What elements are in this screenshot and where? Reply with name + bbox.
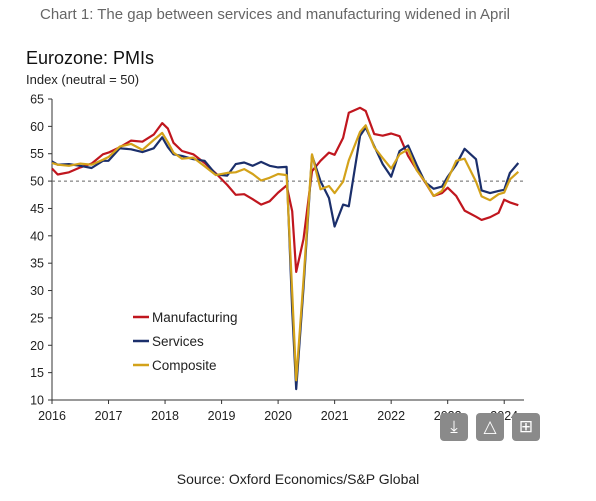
legend-label-composite: Composite	[152, 358, 217, 373]
x-tick-label: 2020	[264, 409, 292, 423]
axes: 10 15 20 25 30 35 40 45 50 55 60 65 2016 2017 2018 2019…	[30, 93, 524, 423]
add-to-drive-icon: △	[483, 417, 497, 436]
x-tick-label: 2017	[95, 409, 123, 423]
series-layer	[51, 106, 520, 391]
y-tick-label: 65	[30, 93, 44, 107]
legend: Manufacturing Services Composite	[133, 310, 238, 373]
y-tick-label: 20	[30, 339, 44, 353]
add-box-icon: ⊞	[518, 417, 534, 436]
add-to-drive-button[interactable]: △	[476, 413, 504, 441]
chart-caption: Chart 1: The gap between services and ma…	[40, 6, 511, 23]
x-tick-label: 2019	[208, 409, 236, 423]
y-tick-label: 60	[30, 120, 44, 134]
y-tick-label: 35	[30, 257, 44, 271]
x-tick-label: 2016	[38, 409, 66, 423]
y-tick-label: 40	[30, 229, 44, 243]
legend-label-manufacturing: Manufacturing	[152, 310, 238, 325]
expand-button[interactable]: ⊞	[512, 413, 540, 441]
y-tick-label: 45	[30, 202, 44, 216]
y-axis-label: Index (neutral = 50)	[26, 72, 140, 87]
x-tick-label: 2018	[151, 409, 179, 423]
y-tick-label: 15	[30, 366, 44, 380]
series-line-services	[51, 126, 520, 391]
download-icon: ⤓	[450, 417, 458, 436]
series-line-composite	[51, 124, 520, 382]
y-tick-label: 25	[30, 311, 44, 325]
y-tick-label: 50	[30, 175, 44, 189]
y-tick-label: 55	[30, 147, 44, 161]
legend-label-services: Services	[152, 334, 204, 349]
x-tick-label: 2022	[377, 409, 405, 423]
chart-source: Source: Oxford Economics/S&P Global	[176, 471, 420, 487]
y-tick-label: 30	[30, 284, 44, 298]
download-button[interactable]: ⤓	[440, 413, 468, 441]
chart-title: Eurozone: PMIs	[26, 48, 155, 68]
x-tick-label: 2021	[321, 409, 349, 423]
series-line-manufacturing	[51, 106, 519, 273]
y-tick-label: 10	[30, 394, 44, 408]
